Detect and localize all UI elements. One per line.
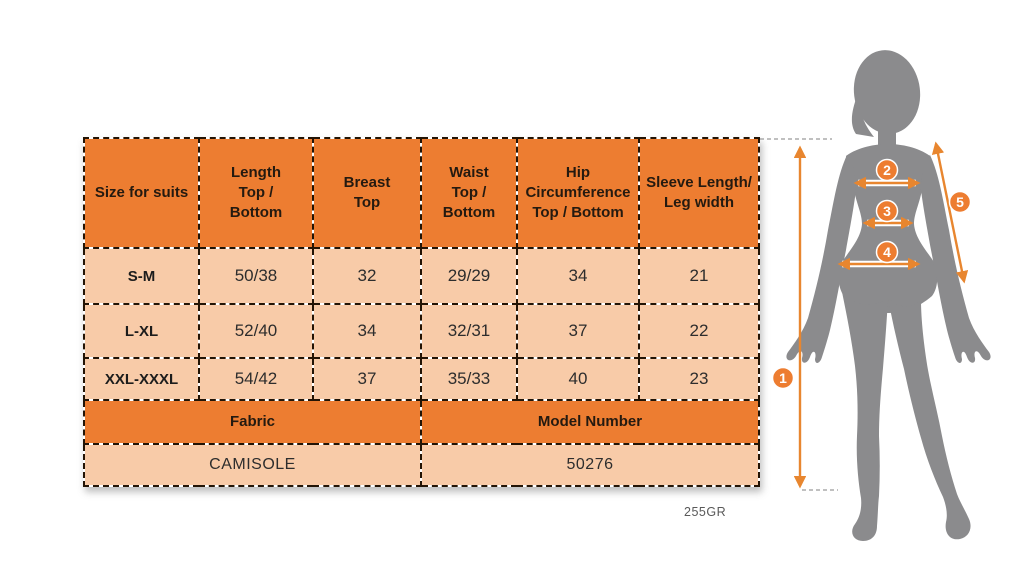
table-cell: 29/29 <box>420 247 518 305</box>
measurement-marker-1: 1 <box>771 366 795 390</box>
table-cell: 32/31 <box>420 303 518 359</box>
table-row-sm: S-M 50/38 32 29/29 34 21 <box>83 247 760 305</box>
table-cell: 50/38 <box>198 247 314 305</box>
measurement-marker-3: 3 <box>875 199 899 223</box>
measurement-marker-2: 2 <box>875 158 899 182</box>
header-hip: Hip Circumference Top / Bottom <box>516 137 640 249</box>
table-cell: 37 <box>312 357 422 401</box>
header-size-for-suits: Size for suits <box>83 137 200 249</box>
size-label: XXL-XXXL <box>83 357 200 401</box>
table-cell: 35/33 <box>420 357 518 401</box>
table-cell: 23 <box>638 357 760 401</box>
table-row-lxl: L-XL 52/40 34 32/31 37 22 <box>83 303 760 359</box>
table-cell: 34 <box>312 303 422 359</box>
measurement-marker-5: 5 <box>948 190 972 214</box>
female-silhouette-graphic <box>786 50 991 541</box>
header-length: Length Top / Bottom <box>198 137 314 249</box>
table-cell: 37 <box>516 303 640 359</box>
measurement-marker-4: 4 <box>875 240 899 264</box>
size-chart-table: Size for suits Length Top / Bottom Breas… <box>83 137 760 487</box>
sleeve-measurement-arrow <box>931 141 969 284</box>
header-row: Size for suits Length Top / Bottom Breas… <box>83 137 760 249</box>
model-number-header: Model Number <box>420 399 760 445</box>
header-breast: Breast Top <box>312 137 422 249</box>
size-label: L-XL <box>83 303 200 359</box>
footer-value-row: CAMISOLE 50276 <box>83 443 760 487</box>
svg-text:2: 2 <box>883 162 891 178</box>
svg-text:5: 5 <box>956 194 964 210</box>
table-cell: 52/40 <box>198 303 314 359</box>
table-cell: 32 <box>312 247 422 305</box>
model-number-value: 50276 <box>420 443 760 487</box>
table-cell: 22 <box>638 303 760 359</box>
header-waist: Waist Top / Bottom <box>420 137 518 249</box>
svg-text:1: 1 <box>779 370 787 386</box>
fabric-value: CAMISOLE <box>83 443 422 487</box>
table-row-xxl: XXL-XXXL 54/42 37 35/33 40 23 <box>83 357 760 401</box>
header-sleeve: Sleeve Length/ Leg width <box>638 137 760 249</box>
body-measurement-figure: 1 2 3 4 5 <box>760 50 991 541</box>
size-label: S-M <box>83 247 200 305</box>
table-cell: 34 <box>516 247 640 305</box>
svg-text:4: 4 <box>883 244 891 260</box>
table-cell: 21 <box>638 247 760 305</box>
svg-text:3: 3 <box>883 203 891 219</box>
table-cell: 54/42 <box>198 357 314 401</box>
fabric-header: Fabric <box>83 399 422 445</box>
footer-header-row: Fabric Model Number <box>83 399 760 445</box>
weight-note: 255GR <box>684 505 727 519</box>
table-cell: 40 <box>516 357 640 401</box>
